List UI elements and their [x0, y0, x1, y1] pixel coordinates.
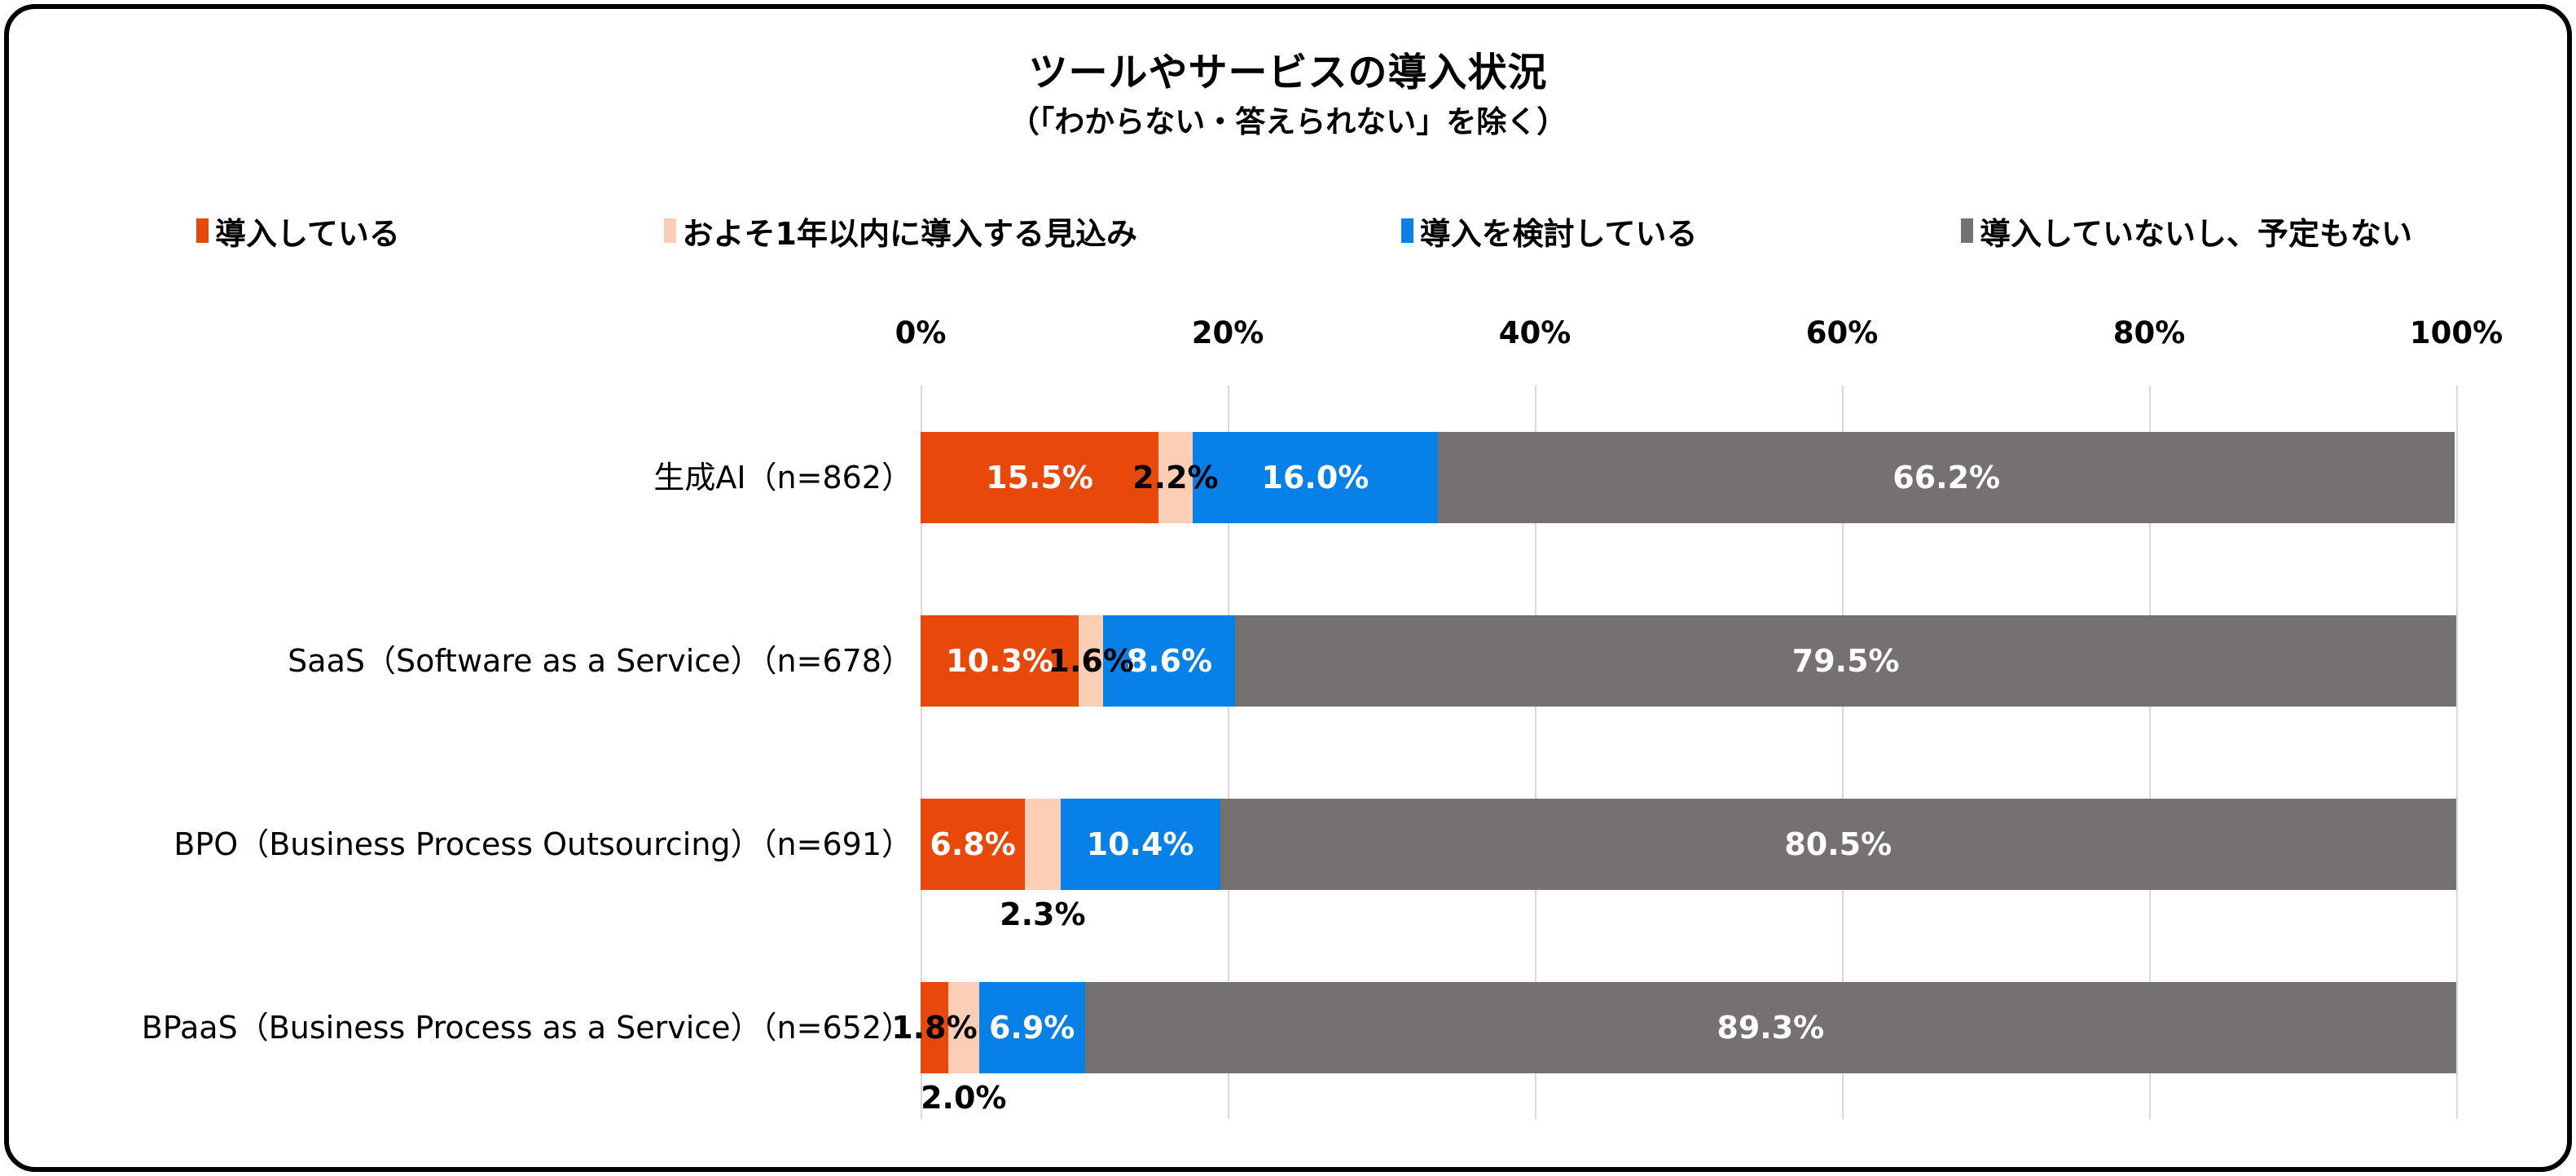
x-axis-tick: 60% — [1805, 315, 1879, 350]
bar-segment — [1235, 614, 2456, 707]
legend-item: 導入している — [196, 209, 400, 253]
category-label: BPaaS（Business Process as a Service）（n=6… — [141, 1009, 912, 1046]
segment-label: 6.9% — [988, 1009, 1075, 1046]
bar-segment — [1438, 431, 2455, 523]
bar-segment — [921, 798, 1026, 890]
bar-segment — [921, 981, 948, 1073]
legend-label: 導入していないし、予定もない — [1980, 215, 2412, 252]
legend: 導入している およそ1年以内に導入する見込み 導入を検討している 導入していないし、予… — [196, 206, 2412, 255]
bar-segment — [1192, 431, 1439, 523]
chart-subtitle: （「わからない・答えられない」を除く） — [1009, 104, 1567, 139]
gridline — [2149, 385, 2151, 1119]
legend-item: 導入していないし、予定もない — [1961, 209, 2412, 253]
bar-segment — [1025, 798, 1061, 890]
legend-item: およそ1年以内に導入する見込み — [663, 209, 1137, 253]
bar-segment — [1079, 614, 1104, 707]
legend-label: およそ1年以内に導入する見込み — [682, 215, 1137, 252]
x-axis-tick: 80% — [2112, 315, 2186, 350]
gridline — [1535, 385, 1536, 1119]
segment-label: 8.6% — [1126, 642, 1213, 679]
x-axis-tick: 100% — [2409, 315, 2503, 350]
legend-swatch-icon — [1961, 218, 1974, 243]
bar-segment — [1158, 431, 1193, 523]
segment-label: 80.5% — [1784, 826, 1892, 862]
bar-segment — [1220, 798, 2456, 890]
bar-row: SaaS（Software as a Service）（n=678） 10.3% 1… — [288, 614, 2456, 707]
segment-label: 2.3% — [1000, 896, 1086, 932]
bar-segment — [978, 981, 1085, 1073]
legend-swatch-icon — [1400, 218, 1413, 243]
chart-title: ツールやサービスの導入状況 — [1028, 50, 1548, 95]
gridline — [921, 385, 922, 1119]
gridline — [2456, 385, 2458, 1119]
segment-label: 6.8% — [930, 826, 1016, 862]
segment-label: 1.6% — [1048, 642, 1134, 679]
x-axis-tick: 40% — [1498, 315, 1572, 350]
bar-segment — [1103, 614, 1236, 707]
segment-label: 10.3% — [946, 642, 1053, 679]
segment-label: 15.5% — [986, 459, 1093, 496]
bar-row: BPaaS（Business Process as a Service）（n=6… — [142, 981, 2456, 1116]
gridline — [1842, 385, 1844, 1119]
category-label: BPO（Business Process Outsourcing）（n=691） — [174, 826, 912, 862]
bar-segment — [921, 431, 1159, 523]
segment-label: 66.2% — [1892, 459, 2001, 496]
x-axis-tick: 20% — [1191, 315, 1264, 350]
bar-row: 生成AI（n=862） 15.5% 2.2% 16.0% 66.2% — [653, 431, 2456, 523]
segment-label: 1.8% — [891, 1009, 978, 1046]
segment-label: 89.3% — [1717, 1009, 1825, 1046]
plot-area: 0% 20% 40% 60% 80% 100% 生成AI（n=862） 15.5% 2.2% 16… — [142, 315, 2503, 1119]
bar-segment — [1060, 798, 1220, 890]
segment-label: 79.5% — [1791, 642, 1900, 679]
category-label: SaaS（Software as a Service）（n=678） — [288, 642, 912, 679]
chart-frame: ツールやサービスの導入状況 （「わからない・答えられない」を除く） 導入している… — [4, 4, 2572, 1172]
legend-label: 導入を検討している — [1419, 215, 1698, 252]
x-axis-tick: 0% — [895, 315, 947, 350]
bar-segment — [1084, 981, 2456, 1073]
segment-label: 2.0% — [921, 1079, 1007, 1116]
segment-label: 2.2% — [1132, 459, 1219, 496]
bar-segment — [947, 981, 979, 1073]
segment-label: 16.0% — [1261, 459, 1369, 496]
gridline — [1228, 385, 1229, 1119]
bar-row: BPO（Business Process Outsourcing）（n=691）… — [174, 798, 2456, 932]
legend-item: 導入を検討している — [1400, 209, 1698, 253]
segment-label: 10.4% — [1086, 826, 1194, 862]
legend-swatch-icon — [663, 218, 676, 243]
bar-segment — [921, 614, 1079, 707]
legend-label: 導入している — [215, 215, 400, 252]
category-label: 生成AI（n=862） — [653, 459, 912, 496]
legend-swatch-icon — [196, 218, 209, 243]
